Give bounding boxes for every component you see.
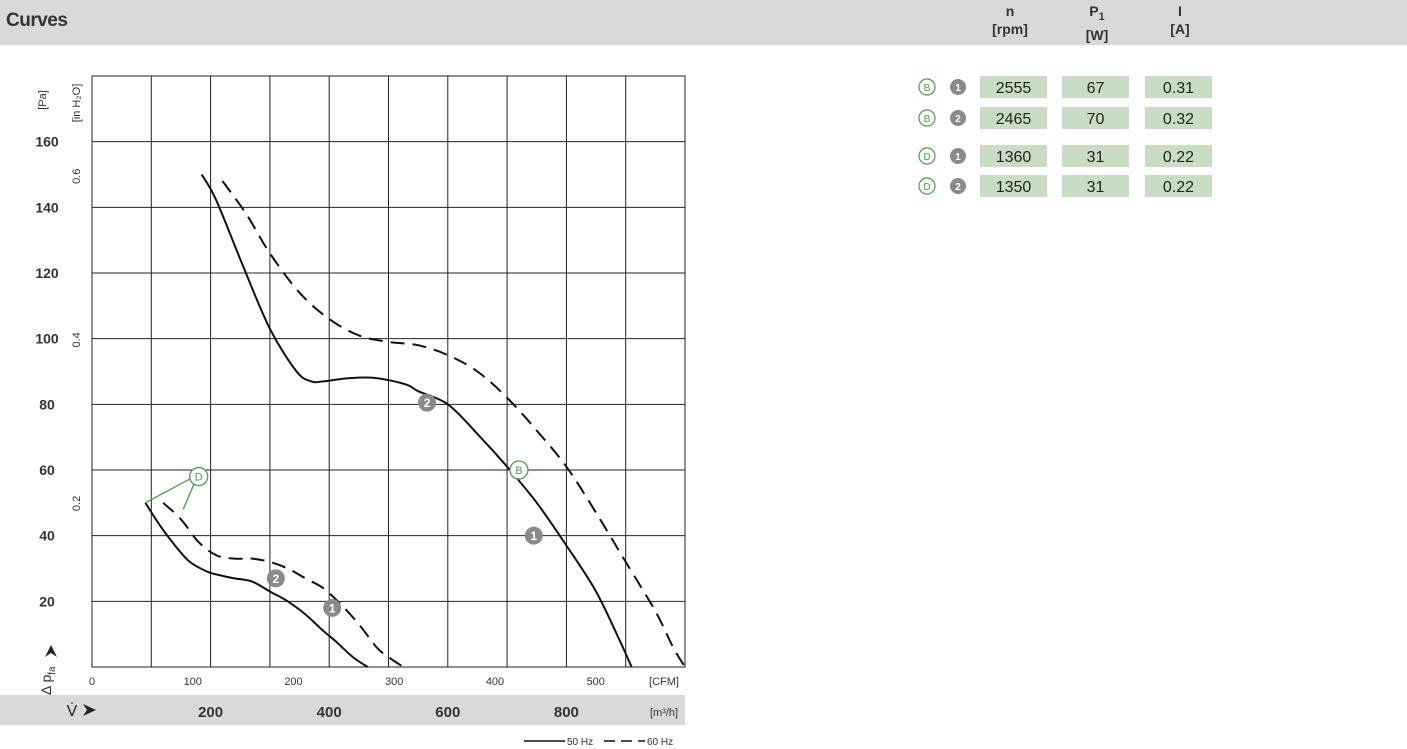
col-header-current: I [A] [1155, 2, 1205, 38]
legend-60hz-label: 60 Hz [647, 737, 673, 748]
curve-b-50hz [200, 173, 633, 668]
leader-line-d-50hz [145, 477, 192, 504]
x-tick-label-cfm: 100 [184, 676, 202, 688]
operating-point-2-badge [266, 569, 285, 588]
y-tick-label-inh2o: 0.6 [71, 169, 83, 184]
curve-b-label: B [515, 465, 522, 477]
x-tick-label-m3h: 400 [317, 704, 342, 721]
y-axis-arrow-icon [45, 645, 57, 657]
col-header-speed-symbol: n [1005, 3, 1015, 19]
x-unit-cfm: [CFM] [649, 676, 679, 688]
y-tick-label-pa: 120 [35, 265, 59, 281]
operating-point-1-label: 1 [530, 529, 537, 543]
curve-b-60hz [221, 180, 686, 668]
y-tick-label-pa: 80 [39, 396, 55, 412]
y-tick-label-inh2o: 0.4 [71, 332, 83, 347]
chart-markers: 2 1 2 1 B D [145, 393, 543, 617]
page-title: Curves [6, 10, 68, 31]
y-tick-label-pa: 100 [35, 331, 59, 347]
curve-d-label: D [195, 472, 203, 484]
x-tick-label-cfm: 300 [385, 676, 403, 688]
x-axis-label: V̇ [67, 702, 78, 720]
curve-b-badge [509, 460, 529, 480]
col-header-power: P1 [W] [1072, 2, 1122, 44]
x-tick-label-cfm: 0 [89, 676, 95, 688]
col-header-current-unit: [A] [1170, 21, 1190, 37]
chart-grid [91, 75, 686, 668]
header-bar: Curves n [rpm] P1 [W] I [A] [0, 0, 1407, 45]
col-header-power-unit: [W] [1085, 26, 1109, 43]
curve-d-50hz [144, 502, 369, 668]
operating-point-1-label: 1 [329, 601, 336, 615]
x-tick-label-cfm: 400 [486, 676, 504, 688]
operating-point-1-badge [323, 598, 342, 617]
x-axis-band [0, 695, 685, 725]
y-tick-label-pa: 60 [39, 462, 55, 478]
y-tick-label-pa: 40 [39, 528, 55, 544]
x-tick-label-cfm: 500 [587, 676, 605, 688]
operating-point-2-label: 2 [272, 572, 279, 586]
col-header-speed-unit: [rpm] [992, 21, 1028, 37]
col-header-current-symbol: I [1178, 3, 1182, 19]
y-axis-label: Δ pfa [38, 666, 58, 695]
y-unit-pa: [Pa] [37, 90, 49, 110]
y-tick-label-pa: 160 [35, 134, 59, 150]
curve-d-60hz [162, 502, 404, 668]
operating-point-1-badge [524, 526, 543, 545]
chart-curves [144, 173, 686, 668]
leader-line-d-60hz [182, 484, 195, 510]
x-unit-m3h: [m³/h] [650, 707, 678, 719]
x-tick-label-m3h: 200 [198, 704, 223, 721]
col-header-speed: n [rpm] [985, 2, 1035, 38]
x-tick-label-m3h: 800 [554, 704, 579, 721]
x-tick-label-cfm: 200 [284, 676, 302, 688]
y-tick-label-pa: 20 [39, 593, 55, 609]
legend-50hz-label: 50 Hz [567, 737, 593, 748]
x-tick-label-m3h: 600 [435, 704, 460, 721]
operating-point-2-badge [418, 393, 437, 412]
col-header-power-symbol: P [1089, 3, 1099, 19]
curve-d-badge [189, 466, 209, 487]
y-unit-inh2o: [in H₂O] [71, 84, 83, 123]
y-tick-label-inh2o: 0.2 [71, 496, 83, 511]
col-header-power-sub: 1 [1098, 10, 1105, 23]
y-tick-label-pa: 140 [35, 199, 59, 215]
operating-point-2-label: 2 [424, 396, 431, 410]
x-axis-arrow-icon [83, 704, 96, 716]
